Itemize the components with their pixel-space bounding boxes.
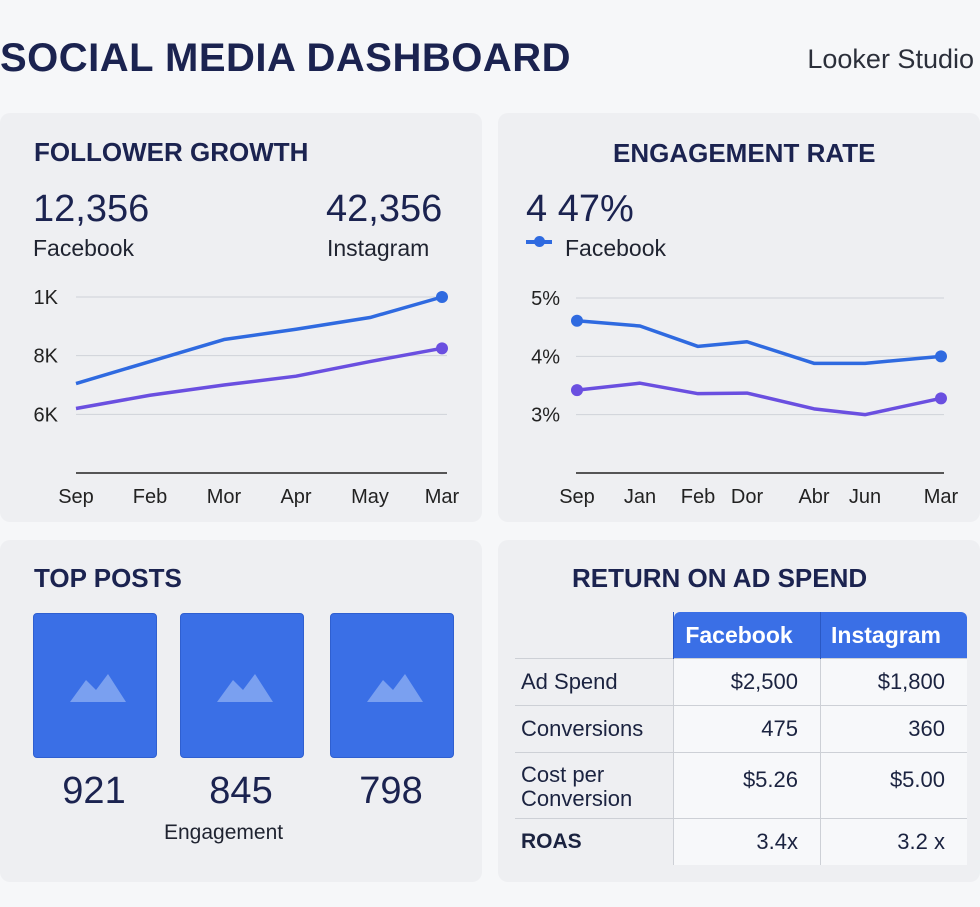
page-title: SOCIAL MEDIA DASHBOARD — [0, 36, 572, 80]
x-tick-label: Feb — [133, 486, 167, 508]
cell: 360 — [820, 705, 967, 753]
table-row: ROAS 3.4x 3.2 x — [515, 818, 967, 865]
post-thumbnail-2[interactable] — [180, 613, 304, 758]
table-row: Ad Spend $2,500 $1,800 — [515, 658, 967, 706]
y-tick-label: 3% — [531, 405, 560, 427]
image-icon — [367, 674, 423, 702]
x-tick-label: Jan — [624, 486, 656, 508]
data-point — [935, 350, 947, 363]
facebook-followers-value: 12,356 — [33, 188, 150, 230]
x-tick-label: Sep — [559, 486, 595, 508]
post-thumbnail-3[interactable] — [330, 613, 454, 758]
roas-title: RETURN ON AD SPEND — [572, 563, 868, 593]
y-tick-label: 8K — [34, 346, 59, 368]
x-tick-label: Sep — [58, 486, 94, 508]
y-tick-label: 6K — [34, 404, 59, 426]
x-tick-label: Mar — [924, 486, 959, 508]
data-point — [935, 392, 947, 405]
top-posts-title: TOP POSTS — [34, 563, 182, 593]
row-label: Conversions — [515, 705, 674, 753]
engagement-rate-title: ENGAGEMENT RATE — [613, 138, 876, 168]
data-point — [571, 384, 583, 397]
y-tick-label: 5% — [531, 288, 560, 310]
row-label: Ad Spend — [515, 658, 674, 706]
table-row: Conversions 475 360 — [515, 705, 967, 753]
post-thumbnail-1[interactable] — [33, 613, 157, 758]
x-tick-label: Mar — [425, 486, 460, 508]
series-line-1 — [75, 295, 443, 386]
engagement-rate-value: 4 47% — [526, 188, 634, 230]
row-label: ROAS — [515, 818, 674, 865]
facebook-followers-label: Facebook — [33, 235, 135, 261]
image-icon — [217, 674, 273, 702]
legend-line-icon — [526, 236, 552, 247]
roas-table: Facebook Instagram Ad Spend $2,500 $1,800 … — [515, 612, 967, 865]
instagram-followers-label: Instagram — [327, 235, 430, 261]
x-tick-label: May — [351, 486, 389, 508]
y-tick-label: 1K — [34, 287, 59, 309]
column-header-instagram: Instagram — [820, 612, 967, 659]
y-tick-label: 4% — [531, 346, 560, 368]
table-header-row: Facebook Instagram — [515, 612, 967, 659]
x-tick-label: Mor — [207, 486, 242, 508]
post-engagement-1: 921 — [62, 770, 126, 812]
brand-label: Looker Studio — [807, 44, 974, 74]
row-label: Cost per Conversion — [515, 752, 674, 819]
data-point — [436, 291, 448, 303]
post-engagement-2: 845 — [209, 770, 273, 812]
column-header-facebook: Facebook — [673, 612, 821, 659]
series-line-2 — [75, 346, 443, 411]
table-row: Cost per Conversion $5.26 $5.00 — [515, 752, 967, 819]
post-engagement-3: 798 — [359, 770, 423, 812]
cell: 3.4x — [673, 818, 821, 865]
cell: $5.26 — [673, 752, 821, 819]
follower-growth-title: FOLLOWER GROWTH — [34, 137, 309, 167]
x-tick-label: Jun — [849, 486, 881, 508]
cell: $2,500 — [673, 658, 821, 706]
cell: 3.2 x — [820, 818, 967, 865]
image-icon — [70, 674, 126, 702]
x-tick-label: Dor — [731, 486, 764, 508]
series-line-1 — [576, 319, 942, 366]
data-point — [436, 342, 448, 355]
instagram-followers-value: 42,356 — [326, 188, 443, 230]
series-line-2 — [576, 381, 942, 417]
data-point — [571, 314, 583, 327]
cell: 475 — [673, 705, 821, 753]
follower-growth-card — [0, 113, 482, 522]
legend-facebook-label: Facebook — [565, 235, 667, 261]
x-tick-label: Abr — [798, 486, 829, 508]
x-tick-label: Apr — [280, 486, 311, 508]
x-tick-label: Feb — [681, 486, 715, 508]
cell: $5.00 — [820, 752, 967, 819]
engagement-caption: Engagement — [164, 821, 284, 844]
cell: $1,800 — [820, 658, 967, 706]
